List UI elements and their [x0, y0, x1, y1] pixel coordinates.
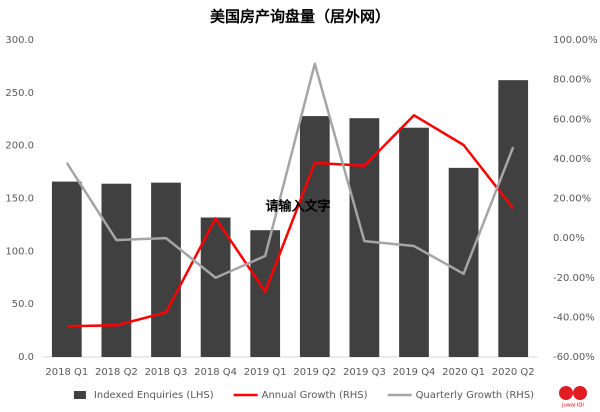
- x-tick-label: 2019 Q2: [293, 367, 336, 378]
- x-tick-label: 2020 Q1: [442, 367, 485, 378]
- x-tick-label: 2020 Q2: [492, 367, 535, 378]
- y-tick-label: 300.0: [5, 35, 34, 46]
- y-tick-label: 200.0: [5, 141, 34, 152]
- x-tick-label: 2018 Q2: [95, 367, 138, 378]
- y-tick-label: 150.0: [5, 194, 34, 205]
- y-tick-label: 0.0: [18, 352, 34, 363]
- annotation: 请输入文字: [265, 199, 330, 215]
- x-tick-label: 2018 Q1: [45, 367, 88, 378]
- bar: [448, 167, 479, 357]
- logo-text: Juwai IQI: [561, 403, 584, 409]
- x-tick-label: 2019 Q3: [343, 367, 386, 378]
- y-tick-label: 100.0: [5, 246, 34, 257]
- line: [65, 62, 515, 279]
- legend-label: Indexed Enquiries (LHS): [94, 390, 214, 401]
- x-tick-label: 2019 Q1: [244, 367, 287, 378]
- y2-tick-label: -40.00%: [553, 312, 595, 323]
- y2-tick-label: 20.00%: [553, 194, 591, 205]
- bar: [299, 116, 330, 357]
- line: [66, 114, 515, 328]
- bar: [200, 217, 231, 357]
- y2-tick-label: 0.00%: [553, 233, 585, 244]
- y2-tick-label: -60.00%: [553, 352, 595, 363]
- y2-tick-label: -20.00%: [553, 273, 595, 284]
- legend-label: Quarterly Growth (RHS): [416, 390, 535, 401]
- logo-icon: [573, 386, 587, 400]
- bar: [498, 80, 529, 358]
- y2-tick-label: 60.00%: [553, 114, 591, 125]
- y2-tick-label: 40.00%: [553, 154, 591, 165]
- y2-tick-label: 100.00%: [553, 35, 598, 46]
- logo-icon: [559, 386, 573, 400]
- chart-title: 美国房产询盘量（居外网）: [210, 8, 390, 26]
- legend-label: Annual Growth (RHS): [262, 390, 368, 401]
- x-tick-label: 2018 Q4: [194, 367, 237, 378]
- bar: [151, 182, 181, 357]
- legend-swatch: [73, 391, 86, 399]
- x-tick-label: 2019 Q4: [393, 367, 436, 378]
- bar: [250, 230, 281, 357]
- y2-tick-label: 80.00%: [553, 75, 591, 86]
- x-tick-label: 2018 Q3: [145, 367, 188, 378]
- bar: [51, 181, 82, 357]
- bar: [399, 127, 429, 357]
- y-tick-label: 50.0: [12, 299, 34, 310]
- y-tick-label: 250.0: [5, 88, 34, 99]
- bar: [101, 183, 132, 357]
